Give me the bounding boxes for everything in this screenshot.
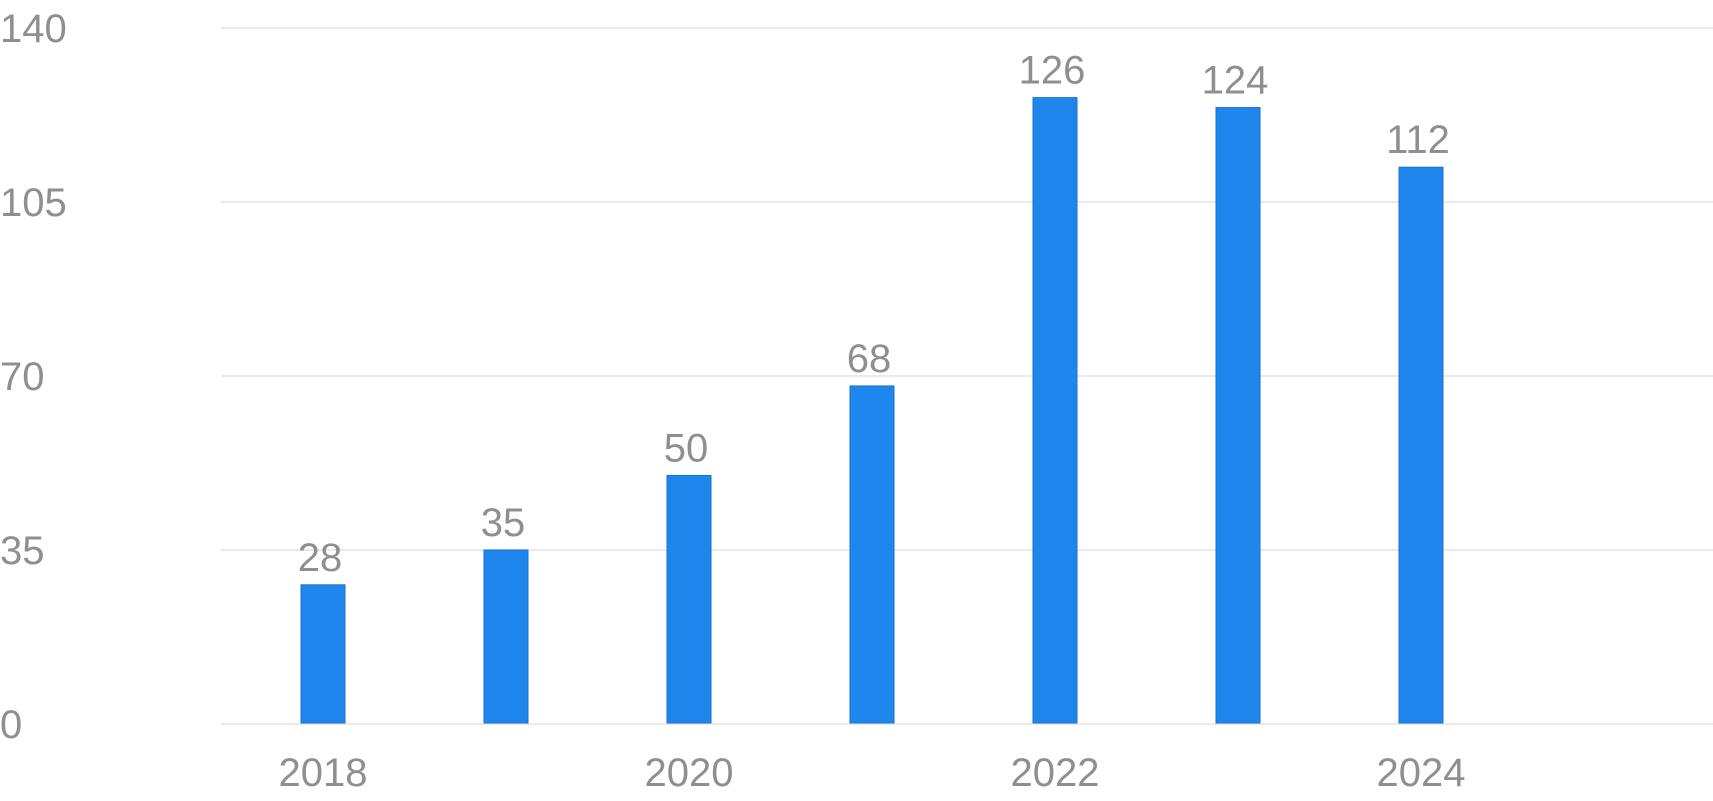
- x-tick-label-2022: 2022: [1011, 751, 1100, 795]
- y-tick-label: 105: [0, 181, 67, 225]
- data-label-2021: 68: [847, 337, 892, 381]
- bar-2020: [666, 474, 712, 724]
- y-axis-tick-labels: 0 35 70 105 140: [0, 7, 67, 747]
- bar-2021: [849, 385, 895, 724]
- data-label-2019: 35: [481, 501, 526, 545]
- bar-2024: [1398, 166, 1444, 724]
- bars: [300, 97, 1444, 724]
- bar-2023: [1215, 107, 1261, 724]
- data-label-2018: 28: [298, 536, 343, 580]
- bar-2018: [300, 584, 346, 724]
- x-axis-tick-labels: 2018 2020 2022 2024: [279, 751, 1466, 795]
- gridlines: [221, 27, 1713, 725]
- y-tick-label: 140: [0, 7, 67, 51]
- x-tick-label-2018: 2018: [279, 751, 368, 795]
- data-labels: 28 35 50 68 126 124 112: [298, 49, 1450, 580]
- y-tick-label: 0: [0, 703, 22, 747]
- bar-2019: [483, 549, 529, 724]
- y-tick-label: 35: [0, 529, 45, 573]
- data-label-2020: 50: [664, 426, 709, 470]
- y-tick-label: 70: [0, 355, 45, 399]
- data-label-2022: 126: [1019, 49, 1086, 93]
- data-label-2024: 112: [1386, 118, 1450, 162]
- x-tick-label-2024: 2024: [1377, 751, 1466, 795]
- bar-2022: [1032, 97, 1078, 724]
- x-tick-label-2020: 2020: [645, 751, 734, 795]
- data-label-2023: 124: [1202, 59, 1269, 103]
